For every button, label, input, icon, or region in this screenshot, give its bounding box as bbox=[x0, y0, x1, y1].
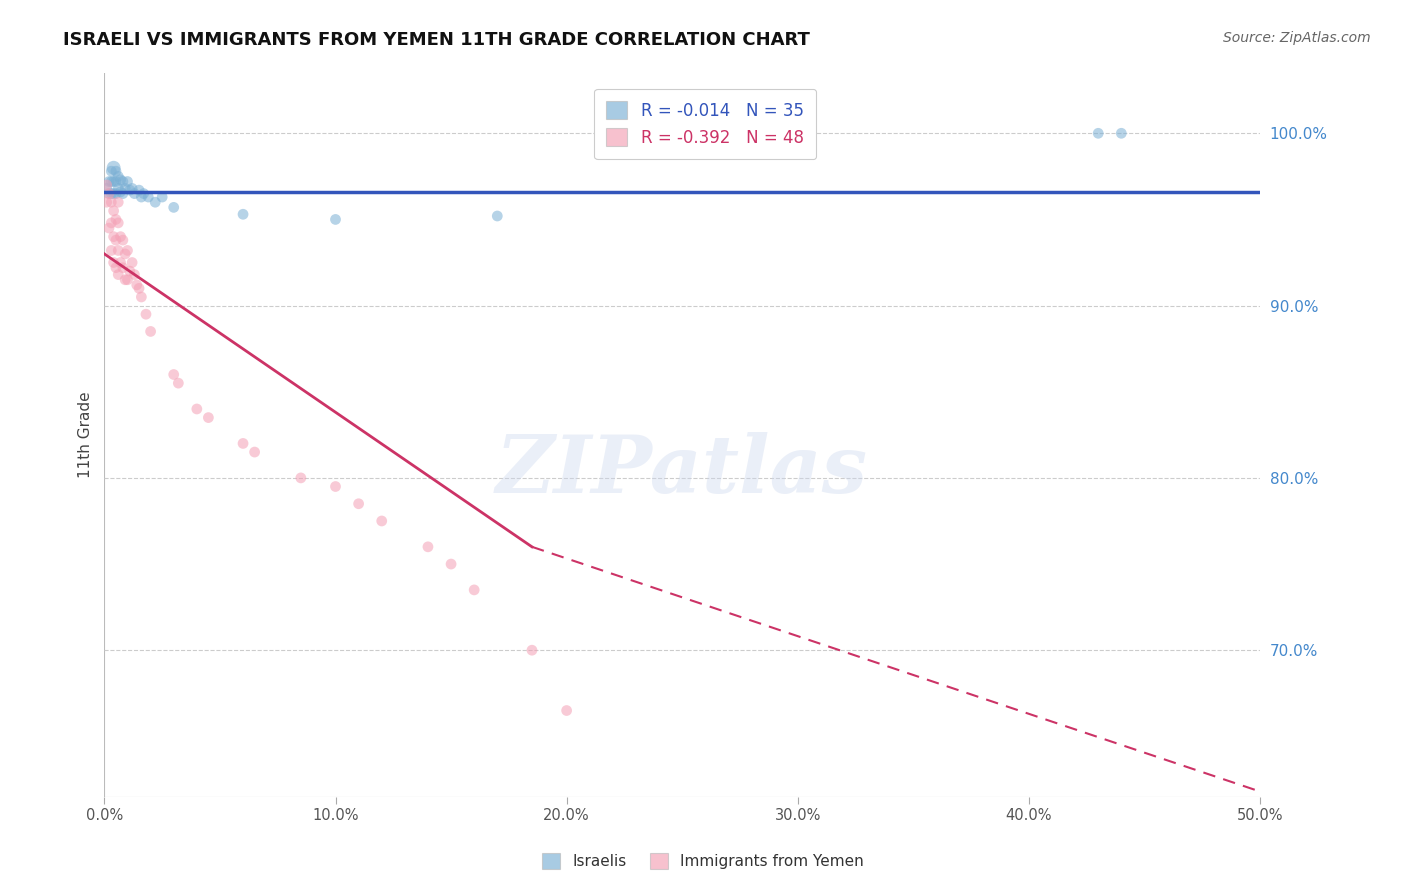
Point bbox=[121, 181, 143, 195]
Point bbox=[114, 181, 136, 195]
Point bbox=[139, 325, 162, 339]
Point bbox=[98, 186, 121, 201]
Legend: R = -0.014   N = 35, R = -0.392   N = 48: R = -0.014 N = 35, R = -0.392 N = 48 bbox=[595, 89, 817, 160]
Point bbox=[124, 268, 146, 282]
Point bbox=[96, 178, 118, 192]
Point bbox=[103, 161, 125, 175]
Point bbox=[110, 229, 132, 244]
Point bbox=[440, 557, 463, 571]
Point bbox=[100, 175, 122, 189]
Point bbox=[96, 195, 118, 210]
Point bbox=[107, 244, 129, 258]
Point bbox=[100, 186, 122, 201]
Point bbox=[111, 186, 134, 201]
Point bbox=[107, 216, 129, 230]
Point bbox=[100, 164, 122, 178]
Point bbox=[118, 183, 141, 197]
Point bbox=[104, 164, 127, 178]
Point bbox=[371, 514, 394, 528]
Point bbox=[107, 169, 129, 184]
Point bbox=[131, 290, 153, 304]
Point bbox=[111, 260, 134, 275]
Point bbox=[416, 540, 439, 554]
Point bbox=[150, 190, 173, 204]
Point bbox=[555, 704, 578, 718]
Point bbox=[117, 244, 139, 258]
Point bbox=[486, 209, 509, 223]
Point bbox=[325, 212, 347, 227]
Point bbox=[125, 277, 148, 292]
Point bbox=[232, 436, 254, 450]
Point bbox=[143, 195, 166, 210]
Point bbox=[114, 273, 136, 287]
Point bbox=[96, 181, 118, 195]
Point bbox=[1111, 126, 1133, 140]
Point bbox=[167, 376, 190, 391]
Point bbox=[110, 255, 132, 269]
Point bbox=[110, 173, 132, 187]
Point bbox=[118, 264, 141, 278]
Point bbox=[100, 195, 122, 210]
Point bbox=[132, 186, 155, 201]
Point bbox=[103, 203, 125, 218]
Point bbox=[186, 401, 208, 416]
Y-axis label: 11th Grade: 11th Grade bbox=[79, 392, 93, 478]
Text: Source: ZipAtlas.com: Source: ZipAtlas.com bbox=[1223, 31, 1371, 45]
Point bbox=[128, 183, 150, 197]
Point bbox=[107, 268, 129, 282]
Point bbox=[197, 410, 219, 425]
Point bbox=[104, 186, 127, 201]
Point bbox=[104, 233, 127, 247]
Point bbox=[98, 186, 121, 201]
Legend: Israelis, Immigrants from Yemen: Israelis, Immigrants from Yemen bbox=[536, 847, 870, 875]
Point bbox=[325, 479, 347, 493]
Point bbox=[128, 281, 150, 295]
Point bbox=[135, 307, 157, 321]
Point bbox=[107, 195, 129, 210]
Point bbox=[107, 181, 129, 195]
Point bbox=[290, 471, 312, 485]
Point bbox=[104, 175, 127, 189]
Point bbox=[111, 233, 134, 247]
Point bbox=[520, 643, 543, 657]
Point bbox=[98, 221, 121, 235]
Point bbox=[124, 186, 146, 201]
Point bbox=[114, 247, 136, 261]
Point bbox=[117, 175, 139, 189]
Point bbox=[104, 212, 127, 227]
Point bbox=[243, 445, 266, 459]
Point bbox=[232, 207, 254, 221]
Point bbox=[104, 260, 127, 275]
Point bbox=[103, 229, 125, 244]
Point bbox=[103, 175, 125, 189]
Point bbox=[98, 175, 121, 189]
Text: ISRAELI VS IMMIGRANTS FROM YEMEN 11TH GRADE CORRELATION CHART: ISRAELI VS IMMIGRANTS FROM YEMEN 11TH GR… bbox=[63, 31, 810, 49]
Text: ZIPatlas: ZIPatlas bbox=[496, 433, 869, 509]
Point bbox=[100, 216, 122, 230]
Point bbox=[131, 190, 153, 204]
Point bbox=[121, 255, 143, 269]
Point bbox=[163, 200, 186, 214]
Point bbox=[100, 244, 122, 258]
Point bbox=[103, 255, 125, 269]
Point bbox=[111, 175, 134, 189]
Point bbox=[110, 185, 132, 199]
Point bbox=[1087, 126, 1109, 140]
Point bbox=[136, 190, 159, 204]
Point bbox=[117, 273, 139, 287]
Point bbox=[163, 368, 186, 382]
Point bbox=[103, 186, 125, 201]
Point bbox=[463, 582, 485, 597]
Point bbox=[347, 497, 370, 511]
